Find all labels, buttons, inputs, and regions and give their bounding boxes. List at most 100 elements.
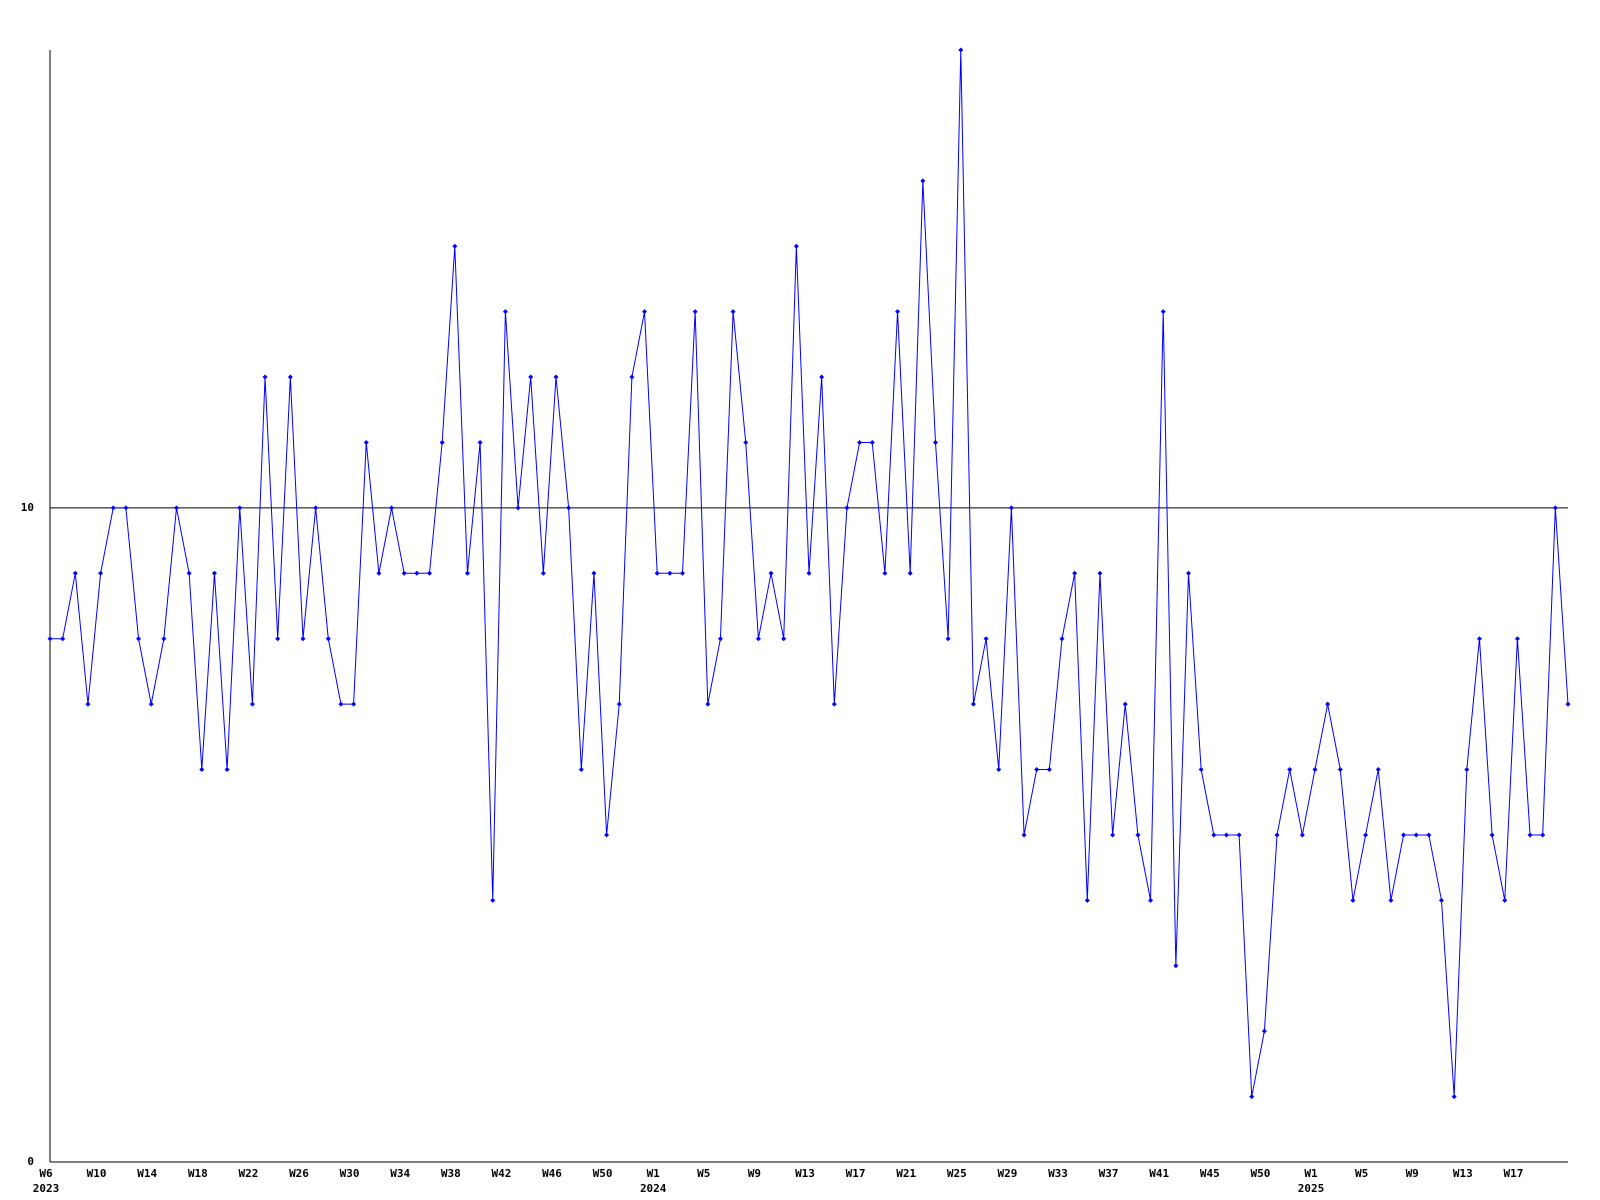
x-year-label: 2024 xyxy=(640,1182,667,1195)
x-tick-label: W50 xyxy=(1250,1167,1270,1180)
point xyxy=(1350,897,1356,903)
point xyxy=(1021,832,1027,838)
point xyxy=(616,701,622,707)
point xyxy=(1110,832,1116,838)
point xyxy=(983,636,989,642)
point xyxy=(275,636,281,642)
point xyxy=(262,374,268,380)
x-tick-label: W9 xyxy=(1406,1167,1419,1180)
point xyxy=(553,374,559,380)
point xyxy=(161,636,167,642)
point xyxy=(452,243,458,249)
point xyxy=(1489,832,1495,838)
point xyxy=(629,374,635,380)
point xyxy=(578,767,584,773)
point xyxy=(325,636,331,642)
point xyxy=(933,439,938,445)
x-tick-label: W37 xyxy=(1099,1167,1119,1180)
point xyxy=(528,374,534,380)
point xyxy=(1476,636,1482,642)
x-tick-label: W25 xyxy=(947,1167,967,1180)
point xyxy=(831,701,837,707)
point xyxy=(249,701,255,707)
point xyxy=(110,505,116,511)
point xyxy=(819,374,825,380)
point xyxy=(464,570,470,576)
x-tick-label: W41 xyxy=(1149,1167,1169,1180)
point xyxy=(1084,897,1090,903)
point xyxy=(882,570,888,576)
x-tick-label: W33 xyxy=(1048,1167,1068,1180)
point xyxy=(123,505,129,511)
x-tick-label: W21 xyxy=(896,1167,916,1180)
x-tick-label: W13 xyxy=(1453,1167,1473,1180)
point xyxy=(389,505,395,511)
point xyxy=(730,309,736,315)
point xyxy=(1502,897,1508,903)
point xyxy=(1552,505,1558,511)
point xyxy=(1148,897,1154,903)
x-tick-label: W50 xyxy=(593,1167,613,1180)
x-tick-label: W6 xyxy=(39,1167,53,1180)
point xyxy=(136,636,142,642)
point xyxy=(1223,832,1229,838)
point xyxy=(363,439,369,445)
point xyxy=(376,570,382,576)
point xyxy=(224,767,230,773)
x-tick-label: W9 xyxy=(748,1167,761,1180)
point xyxy=(1046,767,1052,773)
point xyxy=(540,570,546,576)
point xyxy=(1363,832,1369,838)
point xyxy=(60,636,66,642)
point xyxy=(515,505,521,511)
point xyxy=(996,767,1002,773)
point xyxy=(1413,832,1419,838)
point xyxy=(1299,832,1305,838)
x-tick-label: W1 xyxy=(1304,1167,1318,1180)
point xyxy=(199,767,205,773)
point xyxy=(1059,636,1065,642)
x-tick-label: W17 xyxy=(846,1167,866,1180)
point xyxy=(920,178,926,184)
point xyxy=(401,570,407,576)
x-tick-label: W46 xyxy=(542,1167,562,1180)
point xyxy=(351,701,357,707)
point xyxy=(680,570,685,576)
point xyxy=(1388,897,1394,903)
x-tick-label: W42 xyxy=(491,1167,511,1180)
x-tick-label: W13 xyxy=(795,1167,815,1180)
x-tick-label: W30 xyxy=(340,1167,360,1180)
point xyxy=(1198,767,1204,773)
point xyxy=(705,701,711,707)
point xyxy=(237,505,243,511)
x-tick-label: W34 xyxy=(390,1167,410,1180)
x-tick-label: W29 xyxy=(997,1167,1017,1180)
y-tick-label: 0 xyxy=(27,1155,34,1168)
x-tick-label: W18 xyxy=(188,1167,208,1180)
point xyxy=(844,505,850,511)
point xyxy=(313,505,319,511)
point xyxy=(502,309,508,315)
point xyxy=(755,636,761,642)
point xyxy=(1287,767,1293,773)
point xyxy=(148,701,154,707)
point xyxy=(1451,1094,1457,1100)
point xyxy=(1072,570,1078,576)
point xyxy=(667,570,673,576)
point xyxy=(1173,963,1179,969)
point xyxy=(338,701,344,707)
point xyxy=(642,309,648,315)
point xyxy=(566,505,572,511)
point xyxy=(895,309,901,315)
x-tick-label: W5 xyxy=(1355,1167,1368,1180)
point xyxy=(1464,767,1470,773)
point xyxy=(692,309,698,315)
point xyxy=(945,636,951,642)
point xyxy=(1034,767,1040,773)
point xyxy=(1375,767,1381,773)
point xyxy=(1514,636,1520,642)
point xyxy=(1249,1094,1255,1100)
point xyxy=(1097,570,1103,576)
